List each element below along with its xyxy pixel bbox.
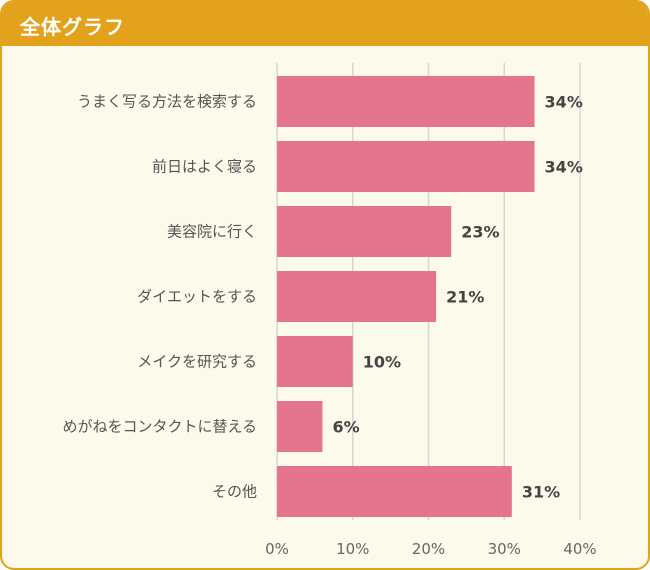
category-label-5: メイクを研究する (137, 353, 257, 371)
category-label-1: うまく写る方法を検索する (77, 93, 257, 111)
value-label-3: 23% (461, 223, 499, 242)
bar-1 (277, 76, 535, 127)
category-label-7: その他 (212, 483, 257, 501)
tick-label-0: 0% (265, 540, 289, 558)
value-label-7: 31% (522, 483, 560, 502)
category-label-3: 美容院に行く (167, 223, 257, 241)
bar-4 (277, 271, 437, 322)
value-label-5: 10% (363, 353, 401, 372)
bar-2 (277, 141, 535, 192)
header-bar: 全体グラフ (2, 2, 648, 46)
value-label-2: 34% (545, 158, 583, 177)
bar-6 (277, 401, 323, 452)
value-label-1: 34% (545, 93, 583, 112)
bar-5 (277, 336, 353, 387)
tick-label-20: 20% (412, 540, 445, 558)
value-label-6: 6% (332, 418, 359, 437)
labels: 0% 10% 20% 30% 40% うまく写る方法を検索する 34% 前日はよく寝る 34% 美… (62, 93, 596, 559)
tick-label-10: 10% (336, 540, 369, 558)
bar-7 (277, 466, 512, 517)
value-label-4: 21% (446, 288, 484, 307)
chart-title: 全体グラフ (20, 15, 125, 39)
category-label-6: めがねをコンタクトに替える (62, 418, 257, 436)
tick-label-30: 30% (488, 540, 521, 558)
tick-label-40: 40% (563, 540, 596, 558)
bar-3 (277, 206, 452, 257)
bars (277, 76, 535, 517)
category-label-2: 前日はよく寝る (152, 158, 257, 176)
category-label-4: ダイエットをする (137, 288, 257, 306)
